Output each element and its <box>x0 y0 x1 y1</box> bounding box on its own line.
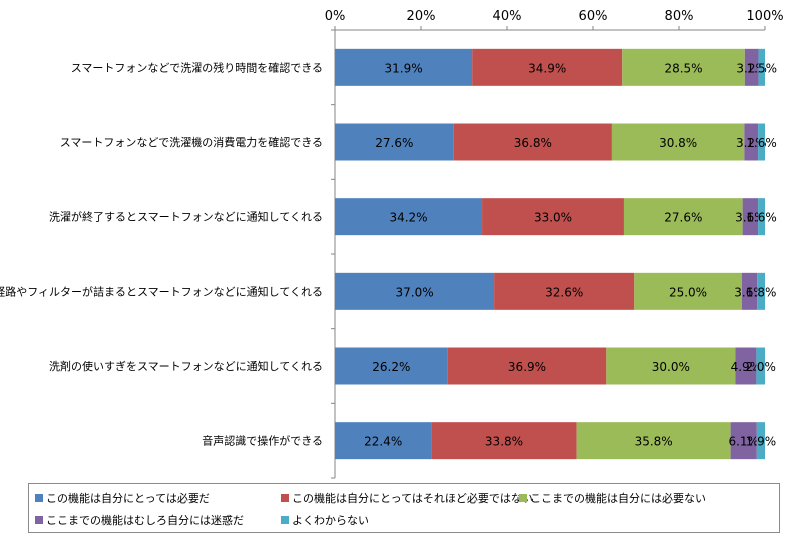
bar-segment <box>744 48 759 86</box>
data-label: 1.8% <box>746 285 777 299</box>
data-label: 22.4% <box>364 435 402 449</box>
legend-swatch <box>35 516 43 524</box>
bar-segment <box>494 272 635 310</box>
x-tick-label: 100% <box>746 9 783 24</box>
data-label: 34.2% <box>389 211 427 225</box>
bar-segment <box>482 198 624 236</box>
bar-segment <box>741 272 758 310</box>
bar-segment <box>744 123 759 161</box>
category-label: スマートフォンなどで洗濯の残り時間を確認できる <box>71 60 323 74</box>
bar-segment <box>758 198 765 236</box>
legend-swatch <box>519 494 527 502</box>
data-label: 33.8% <box>485 435 523 449</box>
bar-segment <box>757 272 765 310</box>
x-tick-label: 20% <box>407 9 436 24</box>
x-tick-label: 40% <box>493 9 522 24</box>
data-label: 31.9% <box>385 61 423 75</box>
x-tick-label: 60% <box>579 9 608 24</box>
data-label: 37.0% <box>395 285 433 299</box>
data-label: 3.6% <box>735 211 766 225</box>
bar-segment <box>335 123 454 161</box>
legend-swatch <box>35 494 43 502</box>
bar-segment <box>756 347 765 385</box>
data-label: 1.6% <box>746 136 777 150</box>
data-label: 30.0% <box>652 360 690 374</box>
data-label: 30.8% <box>659 136 697 150</box>
bar-segment <box>335 347 448 385</box>
bar-segment <box>623 198 743 236</box>
legend-item: ここまでの機能はむしろ自分には迷惑だ <box>35 512 244 528</box>
data-label: 25.0% <box>669 285 707 299</box>
data-label: 32.6% <box>545 285 583 299</box>
data-label: 35.8% <box>635 435 673 449</box>
category-label: 洗濯が終了するとスマートフォンなどに通知してくれる <box>49 210 323 224</box>
legend-item: よくわからない <box>281 512 369 528</box>
bar-segment <box>758 123 765 161</box>
bar-segment <box>634 272 742 310</box>
bar-segment <box>611 123 745 161</box>
data-label: 1.5% <box>747 61 778 75</box>
bar-segment <box>335 48 473 86</box>
bar-segment <box>742 198 759 236</box>
bar-segment <box>730 422 757 460</box>
legend-item: この機能は自分にとってはそれほど必要ではない <box>281 490 533 506</box>
chart-legend: この機能は自分にとっては必要だ この機能は自分にとってはそれほど必要ではない ここま… <box>28 483 780 533</box>
category-label: 排水経路やフィルターが詰まるとスマートフォンなどに通知してくれる <box>0 284 323 298</box>
bar-segment <box>622 48 745 86</box>
x-tick-label: 0% <box>325 9 346 24</box>
data-label: 33.0% <box>534 211 572 225</box>
category-label: 洗剤の使いすぎをスマートフォンなどに通知してくれる <box>49 359 323 373</box>
data-label: 3.6% <box>734 285 765 299</box>
legend-label: この機能は自分にとってはそれほど必要ではない <box>292 492 533 505</box>
data-label: 36.8% <box>514 136 552 150</box>
data-label: 2.0% <box>745 360 776 374</box>
data-label: 27.6% <box>664 211 702 225</box>
bar-segment <box>758 48 765 86</box>
legend-item: この機能は自分にとっては必要だ <box>35 490 210 506</box>
bar-segment <box>447 347 607 385</box>
legend-label: よくわからない <box>292 514 369 527</box>
legend-label: この機能は自分にとっては必要だ <box>46 492 210 505</box>
data-label: 26.2% <box>372 360 410 374</box>
legend-label: ここまでの機能は自分には必要ない <box>530 492 706 505</box>
x-tick-label: 80% <box>665 9 694 24</box>
stacked-bar-chart: 0% 20% 40% 60% 80% 100% スマートフォンなどで洗濯の残り時間を確認でき… <box>0 9 784 479</box>
data-label: 1.6% <box>746 211 777 225</box>
bar-segment <box>431 422 577 460</box>
bar-segment <box>576 422 731 460</box>
bar-segment <box>606 347 736 385</box>
legend-label: ここまでの機能はむしろ自分には迷惑だ <box>46 514 244 527</box>
bar-segment <box>735 347 757 385</box>
legend-swatch <box>281 494 289 502</box>
category-label: スマートフォンなどで洗濯機の消費電力を確認できる <box>60 135 323 149</box>
bar-segment <box>756 422 765 460</box>
data-label: 6.1% <box>728 435 759 449</box>
bar-segment <box>453 123 612 161</box>
bar-segment <box>335 422 432 460</box>
legend-swatch <box>281 516 289 524</box>
category-label: 音声認識で操作ができる <box>202 434 323 448</box>
data-label: 27.6% <box>375 136 413 150</box>
data-label: 4.9% <box>731 360 762 374</box>
data-label: 34.9% <box>528 61 566 75</box>
legend-item: ここまでの機能は自分には必要ない <box>519 490 706 506</box>
bar-segment <box>472 48 623 86</box>
bar-segment <box>335 198 483 236</box>
data-label: 36.9% <box>508 360 546 374</box>
bar-segment <box>335 272 495 310</box>
data-label: 1.9% <box>746 435 777 449</box>
data-label: 28.5% <box>664 61 702 75</box>
